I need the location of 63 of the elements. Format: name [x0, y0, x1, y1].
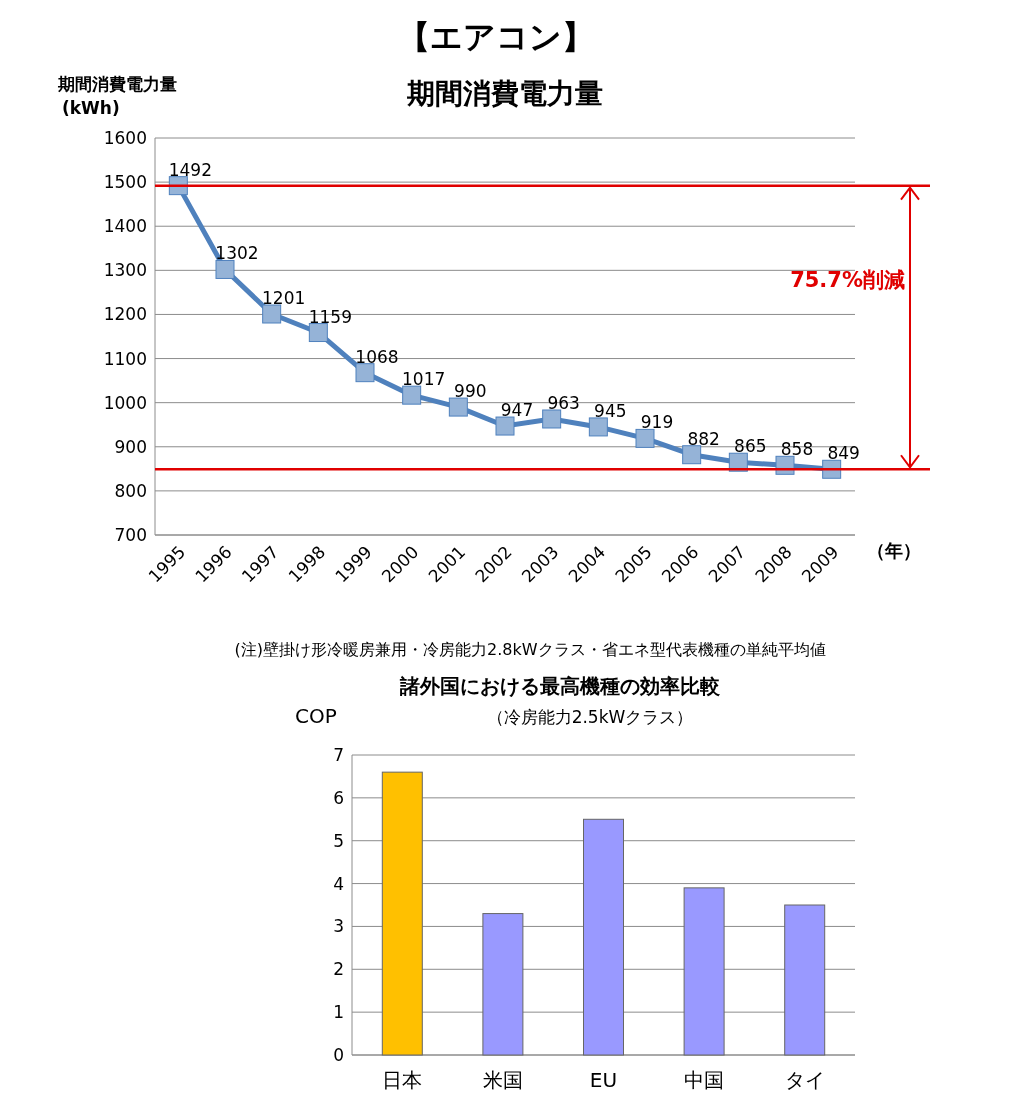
data-label: 849: [827, 443, 860, 464]
data-label: 1201: [262, 288, 306, 308]
point: [495, 416, 515, 436]
data-label: 882: [687, 428, 720, 449]
x-axis-title: （年）: [867, 540, 921, 561]
bar: [784, 904, 826, 1056]
data-label: 865: [734, 436, 767, 457]
y-tick-label: 1600: [103, 128, 147, 148]
y-tick-label: 700: [114, 525, 147, 545]
chart-title: 期間消費電力量: [406, 77, 603, 110]
data-label: 858: [780, 439, 814, 460]
y-tick-label: 3: [333, 916, 344, 937]
point: [588, 417, 608, 437]
y-tick-label: 5: [333, 830, 344, 851]
point: [448, 397, 468, 417]
y-tick-label: 7: [333, 745, 344, 765]
bar: [482, 913, 524, 1056]
x-tick-label: 中国: [684, 1068, 725, 1092]
y-tick-label: 1000: [103, 392, 147, 413]
x-tick-label: タイ: [784, 1068, 825, 1092]
y-tick-label: 800: [114, 480, 147, 501]
y-tick-label: 900: [114, 436, 147, 457]
annotation: 75.7%削減: [790, 268, 905, 293]
y-tick-label: 1400: [103, 216, 147, 237]
data-label: 990: [454, 381, 487, 402]
data-label: 1302: [215, 243, 259, 264]
point: [215, 259, 235, 279]
data-label: 1492: [168, 159, 212, 180]
point: [262, 304, 282, 324]
text: (注)壁掛け形冷暖房兼用・冷房能力2.8kWクラス・省エネ型代表機種の単純平均値: [234, 640, 826, 659]
data-label: 1017: [402, 369, 446, 390]
bar: [583, 818, 624, 1056]
chart-title: 諸外国における最高機種の効率比較: [399, 674, 721, 698]
x-tick-label: EU: [589, 1068, 618, 1092]
point: [542, 409, 562, 429]
data-label: 963: [547, 392, 580, 413]
y-tick-label: 0: [333, 1045, 344, 1065]
x-tick-label: 日本: [382, 1068, 423, 1092]
y-tick-label: 1200: [103, 304, 147, 325]
point: [355, 363, 375, 383]
data-label: 919: [640, 412, 674, 433]
chart-subtitle: （冷房能力2.5kWクラス）: [486, 707, 694, 727]
point: [635, 428, 655, 448]
y-tick-label: 1500: [103, 172, 147, 193]
data-label: 947: [500, 400, 534, 421]
data-label: 945: [594, 400, 627, 421]
y-tick-label: 2: [333, 959, 344, 980]
point: [308, 323, 328, 343]
x-tick-label: 米国: [482, 1068, 523, 1092]
bar: [381, 771, 423, 1056]
y-tick-label: 6: [333, 787, 344, 808]
data-label: 1159: [308, 306, 352, 327]
y-axis-title: COP: [295, 704, 337, 728]
y-tick-label: 1: [333, 1002, 344, 1023]
y-tick-label: 1300: [103, 260, 147, 281]
y-axis-title: 期間消費電力量 (kWh): [57, 74, 177, 118]
text: 【エアコン】: [398, 18, 594, 56]
data-label: 1068: [355, 346, 399, 367]
bar: [683, 887, 725, 1056]
y-tick-label: 1100: [103, 348, 147, 369]
point: [682, 445, 702, 465]
point: [402, 385, 422, 405]
y-tick-label: 4: [333, 873, 344, 894]
